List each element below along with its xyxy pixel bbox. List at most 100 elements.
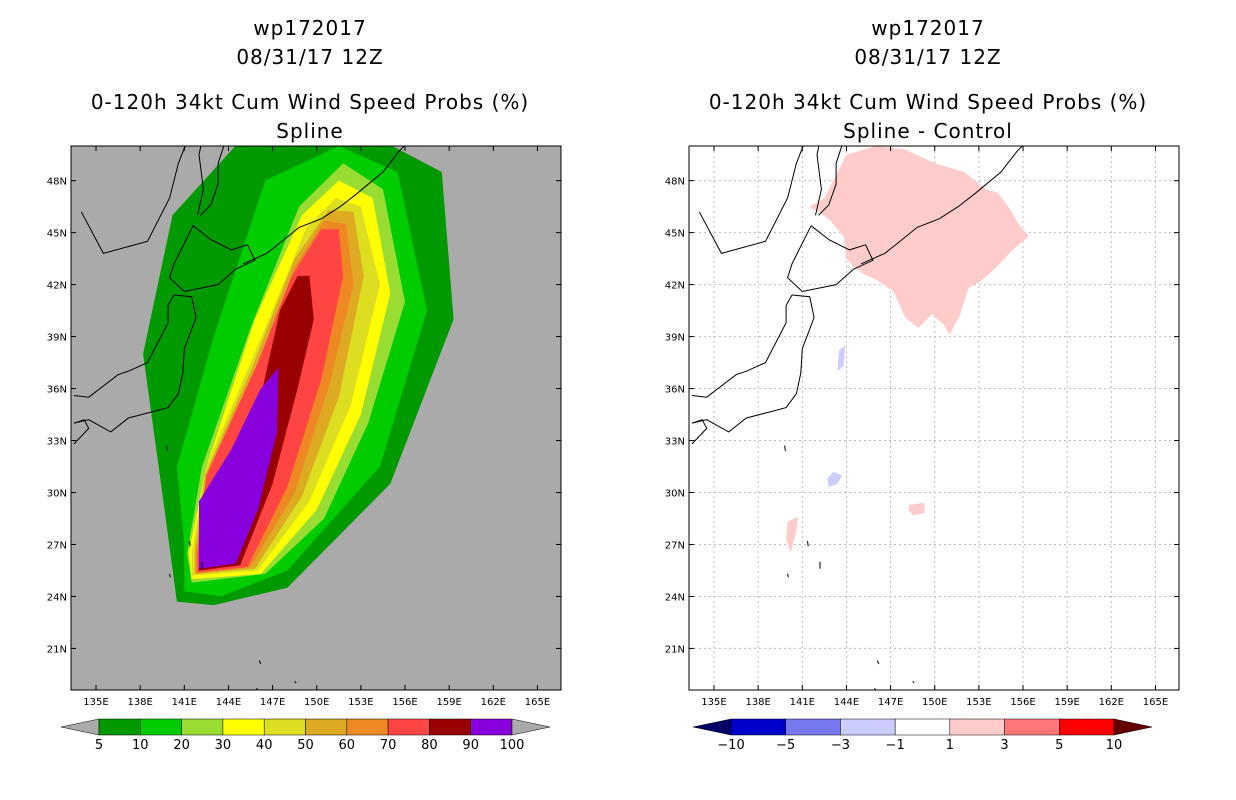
y-tick-label: 21N	[665, 644, 685, 655]
x-tick-label: 147E	[878, 697, 903, 708]
right-datetime: 08/31/17 12Z	[854, 45, 1002, 69]
colorbar-over-arrow	[1113, 718, 1153, 736]
y-tick-label: 24N	[665, 592, 685, 603]
coastline	[169, 225, 256, 293]
colorbar-label: 10	[1106, 738, 1123, 753]
x-tick-label: 138E	[745, 697, 770, 708]
y-tick-label: 30N	[47, 488, 67, 499]
x-tick-label: 156E	[1010, 697, 1035, 708]
probability-contour-90	[199, 367, 279, 569]
x-tick-label: 153E	[348, 697, 373, 708]
coastline	[691, 294, 815, 433]
colorbar-label: 70	[380, 738, 397, 753]
positive-difference-area	[808, 146, 1029, 335]
colorbar-label: 100	[500, 738, 525, 753]
coastline	[169, 573, 171, 578]
colorbar-label: 1	[946, 738, 954, 753]
x-tick-label: 141E	[790, 697, 815, 708]
coastline	[197, 146, 204, 216]
colorbar-segment	[470, 718, 513, 736]
coastline	[784, 445, 786, 451]
coastline	[189, 540, 191, 547]
map-panel: 135E 138E 141E 144E 147E 150E 153E 156E 159E 162E…	[47, 132, 562, 708]
y-tick-label: 48N	[47, 177, 67, 188]
colorbar-segment	[949, 718, 1005, 736]
colorbar-label: −10	[717, 738, 744, 753]
colorbar-label: 40	[256, 738, 273, 753]
y-tick-label: 45N	[665, 229, 685, 240]
colorbar-segment	[1004, 718, 1060, 736]
colorbar-label: 90	[462, 738, 479, 753]
y-tick-label: 45N	[47, 229, 67, 240]
colorbar-label: 3	[1000, 738, 1008, 753]
y-tick-label: 33N	[665, 437, 685, 448]
colorbar: 5 10 20 30 40 50 60 70 80 90 100	[60, 718, 551, 753]
x-tick-label: 165E	[1143, 697, 1168, 708]
coastline	[412, 132, 416, 139]
colorbar: −10 −5 −3 −1 1 3 5 10	[692, 718, 1153, 753]
positive-difference-area	[908, 502, 925, 515]
coastline	[691, 419, 708, 445]
colorbar-segment	[181, 718, 224, 736]
coastline	[73, 294, 175, 398]
right-chart-title: 0-120h 34kt Cum Wind Speed Probs (%)	[708, 90, 1148, 114]
y-tick-label: 24N	[47, 592, 67, 603]
coastline	[860, 146, 1024, 265]
x-tick-label: 165E	[525, 697, 550, 708]
x-tick-label: 159E	[436, 697, 461, 708]
colorbar-label: 50	[297, 738, 314, 753]
colorbar-label: 5	[95, 738, 103, 753]
colorbar-label: 20	[173, 738, 190, 753]
coastline	[691, 294, 793, 398]
x-tick-label: 144E	[834, 697, 859, 708]
right-storm-id: wp172017	[871, 16, 985, 40]
map-panel: 135E 138E 141E 144E 147E 150E 153E 156E 159E 162E…	[665, 132, 1180, 708]
y-tick-label: 39N	[47, 333, 67, 344]
x-tick-label: 135E	[701, 697, 726, 708]
colorbar-segment	[1059, 718, 1115, 736]
coastline	[815, 146, 822, 216]
colorbar-under-arrow	[692, 718, 732, 736]
y-tick-label: 36N	[47, 385, 67, 396]
colorbar-segment	[140, 718, 182, 736]
x-tick-label: 159E	[1054, 697, 1079, 708]
colorbar-segment	[305, 718, 348, 736]
x-tick-label: 156E	[392, 697, 417, 708]
x-tick-label: 144E	[216, 697, 241, 708]
negative-difference-area	[827, 471, 842, 488]
right-chart-subtitle: Spline - Control	[843, 119, 1013, 143]
colorbar-label: −1	[886, 738, 905, 753]
colorbar-label: 10	[132, 738, 149, 753]
colorbar-segment	[840, 718, 896, 736]
coastline	[807, 540, 809, 547]
y-tick-label: 39N	[665, 333, 685, 344]
coastline	[876, 660, 880, 665]
colorbar-segment	[387, 718, 430, 736]
map-frame	[688, 145, 1180, 691]
colorbar-segment	[894, 718, 951, 736]
coastline	[1030, 132, 1034, 139]
coastline	[818, 146, 843, 216]
colorbar-segment	[222, 718, 265, 736]
coastline	[787, 225, 874, 293]
coastline	[787, 573, 789, 578]
negative-difference-area	[837, 345, 845, 372]
coastline	[258, 660, 262, 665]
y-tick-label: 27N	[47, 540, 67, 551]
x-tick-label: 150E	[304, 697, 329, 708]
colorbar-segment	[730, 718, 786, 736]
x-tick-label: 135E	[83, 697, 108, 708]
y-tick-label: 33N	[47, 437, 67, 448]
x-tick-label: 141E	[172, 697, 197, 708]
coastline	[80, 146, 186, 254]
coastline	[73, 419, 90, 445]
positive-difference-area	[786, 516, 798, 554]
colorbar-segment	[263, 718, 306, 736]
colorbar-label: 80	[421, 738, 438, 753]
coastline	[698, 146, 804, 254]
y-tick-label: 27N	[665, 540, 685, 551]
left-storm-id: wp172017	[253, 16, 367, 40]
x-tick-label: 138E	[127, 697, 152, 708]
colorbar-label: 60	[339, 738, 356, 753]
